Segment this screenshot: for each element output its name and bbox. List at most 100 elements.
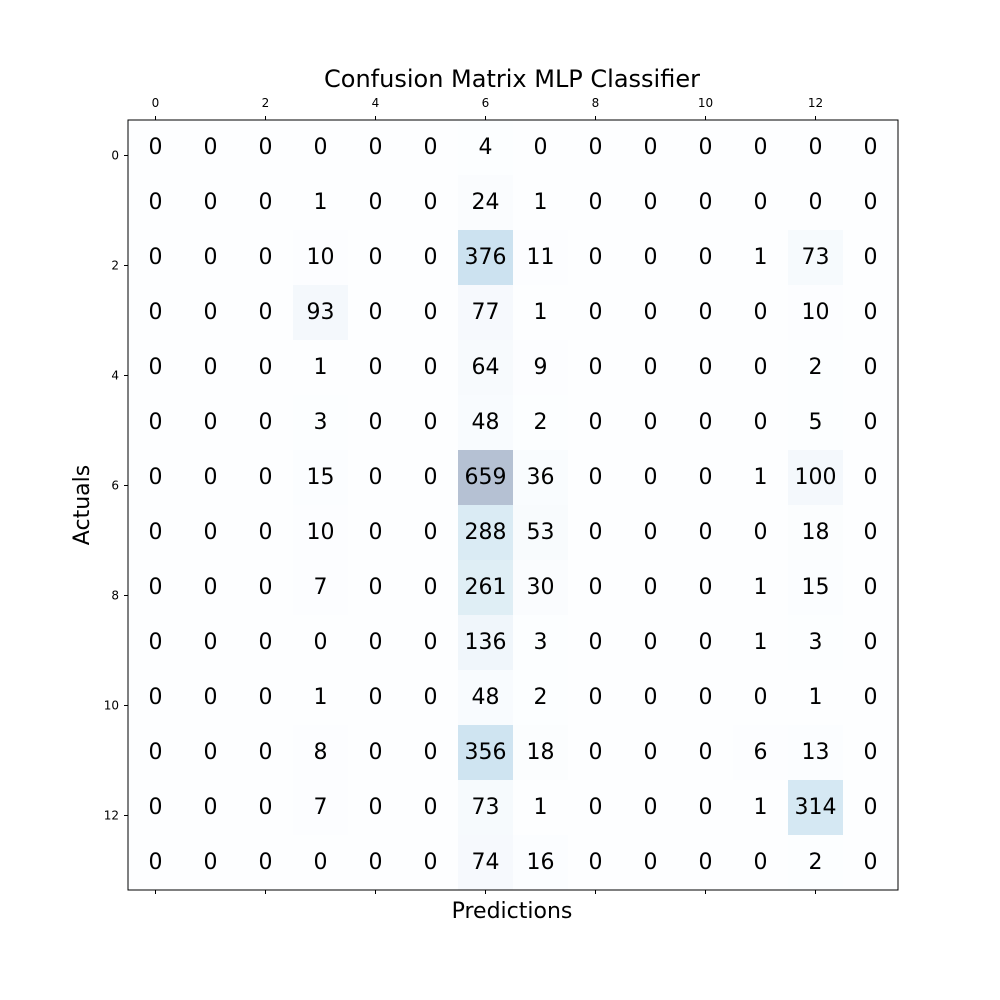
heatmap-cell-value: 0	[204, 520, 218, 545]
heatmap-cell	[513, 230, 569, 286]
heatmap-cell-value: 288	[465, 520, 507, 545]
heatmap-cell-value: 24	[472, 190, 500, 215]
heatmap-cell	[843, 670, 899, 726]
heatmap-cell-value: 0	[589, 465, 603, 490]
heatmap-cell-value: 0	[424, 740, 438, 765]
heatmap-cell-value: 0	[369, 465, 383, 490]
heatmap-cell-value: 0	[644, 245, 658, 270]
heatmap-cell-value: 0	[259, 245, 273, 270]
heatmap-cell	[293, 835, 349, 891]
heatmap-cell	[183, 835, 239, 891]
heatmap-cell-value: 64	[472, 355, 500, 380]
heatmap-cell	[733, 725, 789, 781]
heatmap-cell	[183, 725, 239, 781]
heatmap-cell	[183, 780, 239, 836]
heatmap-cell	[678, 450, 734, 506]
heatmap-cell	[403, 725, 459, 781]
heatmap-cell-value: 0	[259, 190, 273, 215]
heatmap-cell	[293, 560, 349, 616]
heatmap-cell	[678, 725, 734, 781]
heatmap-cell-value: 0	[589, 575, 603, 600]
heatmap-cell	[128, 505, 184, 561]
heatmap-cell	[458, 285, 514, 341]
heatmap-cell-value: 0	[149, 850, 163, 875]
heatmap-cell	[843, 340, 899, 396]
heatmap-cell-value: 0	[699, 795, 713, 820]
heatmap-cell	[568, 120, 624, 176]
heatmap-cell-value: 0	[204, 685, 218, 710]
heatmap-cell	[733, 340, 789, 396]
heatmap-cell	[238, 450, 294, 506]
heatmap-cell	[568, 780, 624, 836]
heatmap-cell	[128, 670, 184, 726]
heatmap-cell	[733, 450, 789, 506]
heatmap-cell	[733, 615, 789, 671]
heatmap-cell-value: 11	[527, 245, 555, 270]
heatmap-cell	[788, 450, 844, 506]
heatmap-cell-value: 0	[204, 630, 218, 655]
heatmap-cell-value: 0	[864, 630, 878, 655]
heatmap-cell	[293, 725, 349, 781]
heatmap-cell-value: 2	[534, 410, 548, 435]
heatmap-cell	[183, 450, 239, 506]
heatmap-cell-value: 1	[534, 300, 548, 325]
heatmap-cell-value: 0	[259, 575, 273, 600]
heatmap-cell-value: 3	[809, 630, 823, 655]
heatmap-cell-value: 0	[424, 300, 438, 325]
heatmap-cell-value: 1	[314, 355, 328, 380]
heatmap-cell	[293, 615, 349, 671]
heatmap-cell-value: 0	[754, 685, 768, 710]
heatmap-cell-value: 0	[589, 685, 603, 710]
heatmap-cell	[403, 120, 459, 176]
heatmap-cell	[238, 780, 294, 836]
heatmap-cell	[348, 175, 404, 231]
heatmap-cell-value: 0	[699, 300, 713, 325]
heatmap-cell-value: 0	[314, 850, 328, 875]
heatmap-cell	[238, 395, 294, 451]
heatmap-cell-value: 18	[802, 520, 830, 545]
heatmap-cell	[788, 835, 844, 891]
heatmap-cell-value: 0	[589, 740, 603, 765]
heatmap-cell-value: 0	[864, 190, 878, 215]
heatmap-cell-labels: 0 0 0 0 0 0 4 0 0 0 0 0 0 00 0 0 1 0 0 24 1 0 0 0 0 0 00 0 0 10 0 0 376 1…	[149, 135, 878, 875]
x-tick-label: 0	[152, 96, 160, 110]
heatmap-cell-value: 0	[204, 465, 218, 490]
heatmap-cell-value: 0	[589, 300, 603, 325]
heatmap-cell-value: 0	[699, 245, 713, 270]
heatmap-cell	[678, 395, 734, 451]
heatmap-cell-value: 0	[314, 630, 328, 655]
heatmap-cell-value: 0	[864, 300, 878, 325]
heatmap-cell-value: 0	[809, 135, 823, 160]
heatmap-cell	[733, 120, 789, 176]
heatmap-cell-value: 0	[754, 850, 768, 875]
heatmap-cell	[348, 285, 404, 341]
heatmap-cell-value: 1	[754, 465, 768, 490]
heatmap-cell-value: 314	[795, 795, 837, 820]
heatmap-cell	[293, 340, 349, 396]
heatmap-cell	[733, 835, 789, 891]
heatmap-cell-value: 0	[644, 850, 658, 875]
heatmap-cell-value: 8	[314, 740, 328, 765]
heatmap-cells	[128, 120, 899, 891]
heatmap-cell-value: 0	[259, 355, 273, 380]
heatmap-cell	[513, 340, 569, 396]
heatmap-cell	[183, 505, 239, 561]
heatmap-cell	[293, 780, 349, 836]
heatmap-cell	[623, 835, 679, 891]
heatmap-cell	[733, 230, 789, 286]
heatmap-cell-value: 0	[204, 245, 218, 270]
heatmap-cell	[183, 670, 239, 726]
y-tick-label: 8	[111, 589, 119, 603]
heatmap-cell	[843, 835, 899, 891]
heatmap-cell	[513, 835, 569, 891]
heatmap-cell	[458, 395, 514, 451]
heatmap-cell	[348, 230, 404, 286]
heatmap-cell-value: 0	[699, 685, 713, 710]
heatmap-cell-value: 0	[204, 410, 218, 435]
heatmap-cell-value: 0	[424, 795, 438, 820]
heatmap-cell	[348, 560, 404, 616]
heatmap-cell	[513, 120, 569, 176]
heatmap-cell-value: 0	[699, 135, 713, 160]
heatmap-cell-value: 0	[589, 190, 603, 215]
